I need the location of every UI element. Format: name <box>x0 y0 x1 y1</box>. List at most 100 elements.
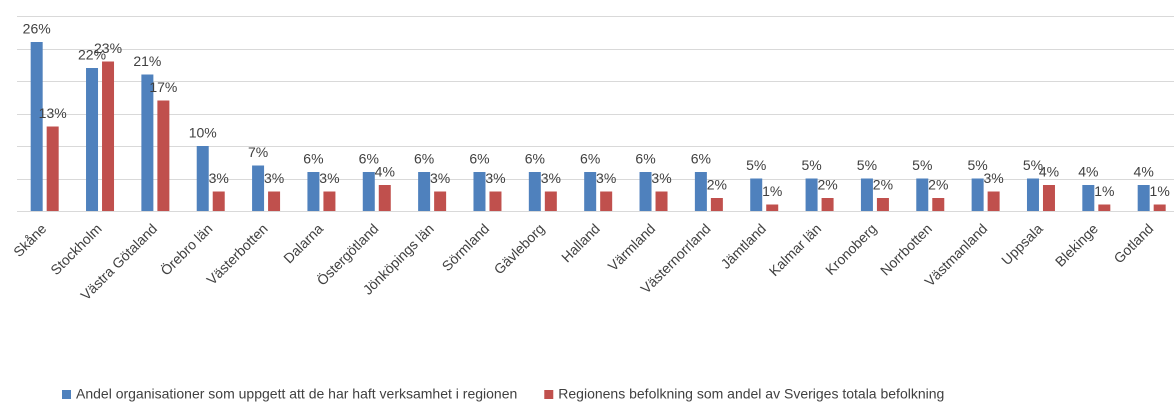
data-label: 3% <box>651 170 671 186</box>
bar <box>639 172 652 211</box>
x-tick-label: Kalmar län <box>766 220 825 279</box>
bar <box>362 172 375 211</box>
bar <box>196 146 209 211</box>
bar <box>102 61 115 211</box>
bar <box>544 191 557 211</box>
bar <box>212 191 225 211</box>
bar <box>916 178 929 211</box>
data-label: 1% <box>1094 183 1114 199</box>
legend-swatch <box>544 390 554 399</box>
bar <box>860 178 873 211</box>
bar <box>655 191 668 211</box>
data-label: 6% <box>303 151 323 167</box>
data-label: 3% <box>264 170 284 186</box>
bar <box>766 204 779 211</box>
bar <box>378 185 391 211</box>
data-label: 6% <box>359 151 379 167</box>
bar <box>1026 178 1039 211</box>
data-label: 2% <box>817 177 837 193</box>
bar <box>323 191 336 211</box>
data-label: 2% <box>928 177 948 193</box>
x-tick-label: Blekinge <box>1052 220 1101 269</box>
x-tick-label: Gotland <box>1110 220 1156 266</box>
bar <box>141 74 154 211</box>
bar <box>528 172 541 211</box>
legend-label: Andel organisationer som uppgett att de … <box>76 386 517 402</box>
bar <box>600 191 613 211</box>
bar <box>46 126 59 211</box>
data-label: 4% <box>1134 164 1154 180</box>
data-label: 2% <box>707 177 727 193</box>
data-label: 4% <box>1078 164 1098 180</box>
x-tick-label: Norrbotten <box>877 220 935 278</box>
data-label: 1% <box>1150 183 1170 199</box>
x-tick-label: Gävleborg <box>491 220 548 277</box>
legend-label: Regionens befolkning som andel av Sverig… <box>558 386 944 402</box>
bar <box>971 178 984 211</box>
x-tick-label: Örebro län <box>157 220 216 279</box>
data-label: 3% <box>319 170 339 186</box>
data-label: 3% <box>984 170 1004 186</box>
data-label: 5% <box>801 157 821 173</box>
bar <box>489 191 502 211</box>
data-label: 5% <box>1023 157 1043 173</box>
data-label: 3% <box>430 170 450 186</box>
bar <box>750 178 763 211</box>
bar <box>252 165 265 211</box>
data-label: 6% <box>469 151 489 167</box>
data-label: 13% <box>39 105 67 121</box>
data-label: 5% <box>912 157 932 173</box>
data-label: 5% <box>746 157 766 173</box>
data-label: 6% <box>414 151 434 167</box>
data-label: 6% <box>580 151 600 167</box>
data-label: 26% <box>23 21 51 37</box>
x-tick-label: Skåne <box>10 220 50 260</box>
x-tick-label: Jämtland <box>717 220 768 271</box>
bar <box>268 191 281 211</box>
x-tick-label: Stockholm <box>47 220 105 278</box>
bar <box>1153 204 1166 211</box>
bar <box>30 42 43 211</box>
x-tick-label: Dalarna <box>280 220 326 266</box>
data-label: 4% <box>375 164 395 180</box>
data-label: 6% <box>691 151 711 167</box>
bar <box>307 172 320 211</box>
bar <box>1098 204 1111 211</box>
bar <box>876 198 889 211</box>
bar <box>418 172 431 211</box>
data-label: 3% <box>541 170 561 186</box>
data-label: 2% <box>873 177 893 193</box>
data-label: 22% <box>78 47 106 63</box>
legend-swatch <box>62 390 71 399</box>
data-label: 5% <box>857 157 877 173</box>
data-label: 5% <box>968 157 988 173</box>
bar <box>694 172 707 211</box>
bar <box>1137 185 1150 211</box>
bar <box>821 198 834 211</box>
data-label: 23% <box>94 40 122 56</box>
data-label: 3% <box>485 170 505 186</box>
bar <box>1082 185 1095 211</box>
data-label: 10% <box>189 125 217 141</box>
data-label: 7% <box>248 144 268 160</box>
data-label: 21% <box>133 53 161 69</box>
data-label: 1% <box>762 183 782 199</box>
bar <box>86 68 99 211</box>
data-label: 6% <box>635 151 655 167</box>
x-tick-label: Sörmland <box>439 220 493 274</box>
bar <box>157 100 170 211</box>
bar <box>805 178 818 211</box>
data-label: 3% <box>596 170 616 186</box>
bar <box>1042 185 1055 211</box>
x-tick-label: Värmland <box>605 220 659 274</box>
x-tick-label: Kronoberg <box>822 220 880 278</box>
x-tick-label: Uppsala <box>998 220 1046 268</box>
data-label: 4% <box>1039 164 1059 180</box>
bar <box>987 191 1000 211</box>
bar <box>584 172 597 211</box>
bar <box>932 198 945 211</box>
x-tick-label: Halland <box>558 220 603 265</box>
data-label: 6% <box>525 151 545 167</box>
data-label: 17% <box>149 79 177 95</box>
